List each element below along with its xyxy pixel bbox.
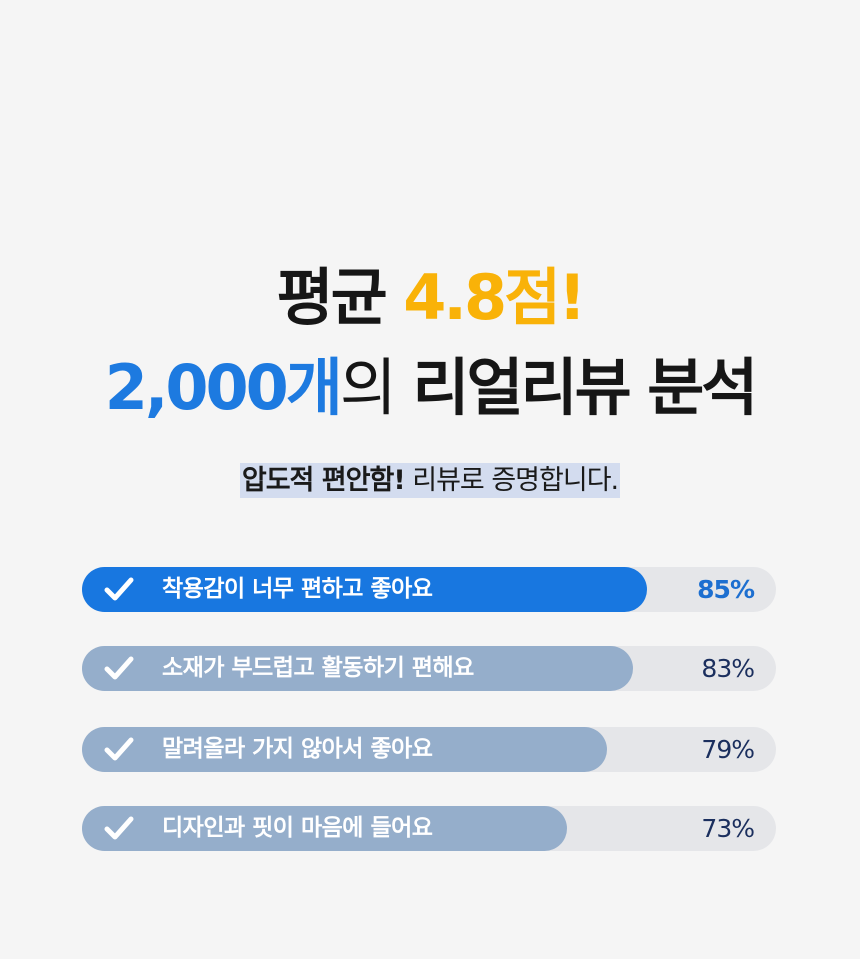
headline-line-1: 평균 4.8점! xyxy=(0,258,860,338)
review-stat-percent: 79% xyxy=(701,735,755,764)
review-stat-row: 착용감이 너무 편하고 좋아요 85% xyxy=(82,567,776,612)
review-stat-row: 말려올라 가지 않아서 좋아요 79% xyxy=(82,727,776,772)
review-stat-label: 디자인과 핏이 마음에 들어요 xyxy=(162,815,433,841)
subheading-regular: 리뷰로 증명합니다. xyxy=(412,465,619,496)
subheading-bold: 압도적 편안함! xyxy=(241,465,406,496)
review-stat-percent: 85% xyxy=(697,575,755,604)
check-icon xyxy=(104,656,134,680)
check-icon xyxy=(104,737,134,761)
review-count: 2,000개 xyxy=(104,351,343,424)
review-stat-label: 착용감이 너무 편하고 좋아요 xyxy=(162,576,433,602)
review-stat-label: 말려올라 가지 않아서 좋아요 xyxy=(162,736,433,762)
headline-suffix: 리얼리뷰 분석 xyxy=(412,351,758,424)
average-rating: 4.8점! xyxy=(403,261,586,334)
review-stat-percent: 73% xyxy=(701,814,755,843)
check-icon xyxy=(104,816,134,840)
progress-fill: 말려올라 가지 않아서 좋아요 xyxy=(82,727,607,772)
review-stat-label: 소재가 부드럽고 활동하기 편해요 xyxy=(162,655,474,681)
review-stat-percent: 83% xyxy=(701,654,755,683)
review-stat-row: 디자인과 핏이 마음에 들어요 73% xyxy=(82,806,776,851)
review-stat-row: 소재가 부드럽고 활동하기 편해요 83% xyxy=(82,646,776,691)
headline-prefix: 평균 xyxy=(276,261,388,334)
headline-line-2: 2,000개의 리얼리뷰 분석 xyxy=(0,348,860,428)
progress-fill: 디자인과 핏이 마음에 들어요 xyxy=(82,806,567,851)
progress-fill: 소재가 부드럽고 활동하기 편해요 xyxy=(82,646,633,691)
headline-particle: 의 xyxy=(339,351,397,424)
check-icon xyxy=(104,577,134,601)
subheading: 압도적 편안함! 리뷰로 증명합니다. xyxy=(0,458,860,498)
progress-fill: 착용감이 너무 편하고 좋아요 xyxy=(82,567,647,612)
